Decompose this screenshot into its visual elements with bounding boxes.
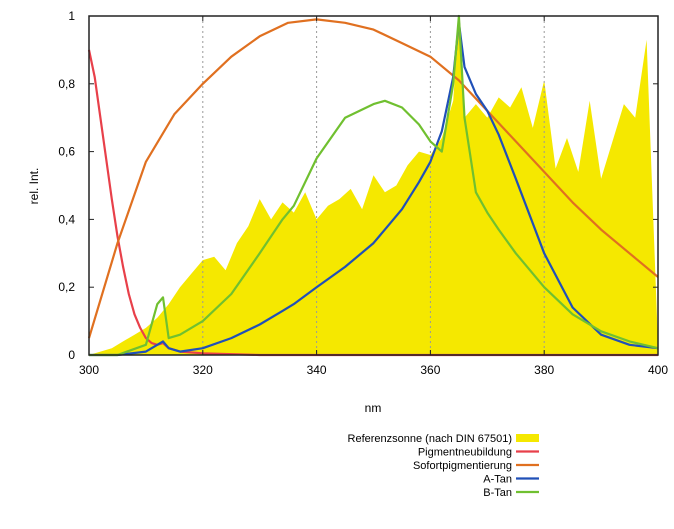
x-axis-ticks: 300 320 340 360 380 400	[79, 16, 668, 377]
plot-frame	[88, 15, 659, 356]
legend-label-pigmentneubildung: Pigmentneubildung	[418, 447, 512, 459]
series-line-sofortpigmentierung	[87, 18, 659, 339]
legend-label-b-tan: B-Tan	[483, 487, 512, 499]
x-tick-label-300: 300	[79, 363, 99, 377]
legend: Referenzsonne (nach DIN 67501) Pigmentneu…	[348, 433, 539, 499]
y-tick-label-0: 0	[68, 348, 75, 362]
y-tick-label-4: 0,8	[58, 77, 75, 91]
y-tick-label-3: 0,6	[58, 145, 75, 159]
x-tick-label-340: 340	[307, 363, 327, 377]
series-line-b-tan	[89, 14, 659, 357]
x-tick-label-380: 380	[534, 363, 554, 377]
y-tick-label-5: 1	[68, 9, 75, 23]
y-tick-label-1: 0,2	[58, 280, 75, 294]
legend-swatch-referenzsonne-nach-din-67501	[516, 434, 539, 442]
gridlines	[202, 16, 545, 355]
legend-label-sofortpigmentierung: Sofortpigmentierung	[413, 460, 512, 472]
y-axis-label: rel. Int.	[27, 168, 41, 205]
x-tick-label-360: 360	[420, 363, 440, 377]
legend-label-a-tan: A-Tan	[483, 474, 512, 486]
plot-area	[89, 16, 658, 355]
series-line-a-tan	[89, 21, 659, 357]
series-line-pigmentneubildung	[87, 49, 658, 357]
y-axis-ticks: 0 0,2 0,4 0,6 0,8 1	[58, 9, 658, 362]
y-tick-label-2: 0,4	[58, 212, 75, 226]
legend-label-referenzsonne-nach-din-67501: Referenzsonne (nach DIN 67501)	[348, 433, 512, 445]
series-area-referenzsonne-nach-din-67501	[89, 16, 658, 355]
x-axis-label: nm	[365, 401, 382, 415]
series-lines	[87, 14, 659, 357]
x-tick-label-400: 400	[648, 363, 668, 377]
x-tick-label-320: 320	[193, 363, 213, 377]
